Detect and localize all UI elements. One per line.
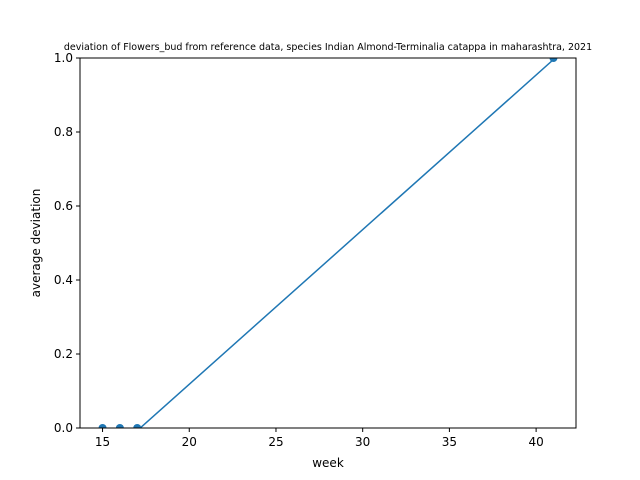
data-point-3 [549,58,558,62]
y-tick-label: 0.4 [54,273,73,287]
x-tick-label: 30 [355,435,370,449]
data-point-2 [133,424,142,428]
y-tick-label: 1.0 [54,51,73,65]
plot-frame [79,57,577,429]
data-point-0 [98,424,107,428]
data-point-1 [115,424,124,428]
y-tick-label: 0.6 [54,199,73,213]
chart-title: deviation of Flowers_bud from reference … [64,42,592,53]
y-tick-label: 0.2 [54,347,73,361]
y-tick-label: 0.8 [54,125,73,139]
series-line [139,58,557,428]
x-tick-label: 40 [528,435,543,449]
y-axis-label: average deviation [29,189,43,298]
plot-area [98,58,558,428]
x-tick-label: 20 [182,435,197,449]
y-tick-label: 0.0 [54,421,73,435]
x-tick-label: 35 [442,435,457,449]
x-tick-label: 25 [268,435,283,449]
y-axis: 0.0 0.2 0.4 0.6 0.8 1.0 [54,51,80,435]
x-tick-label: 15 [95,435,110,449]
x-axis: 15 20 25 30 35 40 [95,428,544,449]
x-axis-label: week [312,456,344,470]
